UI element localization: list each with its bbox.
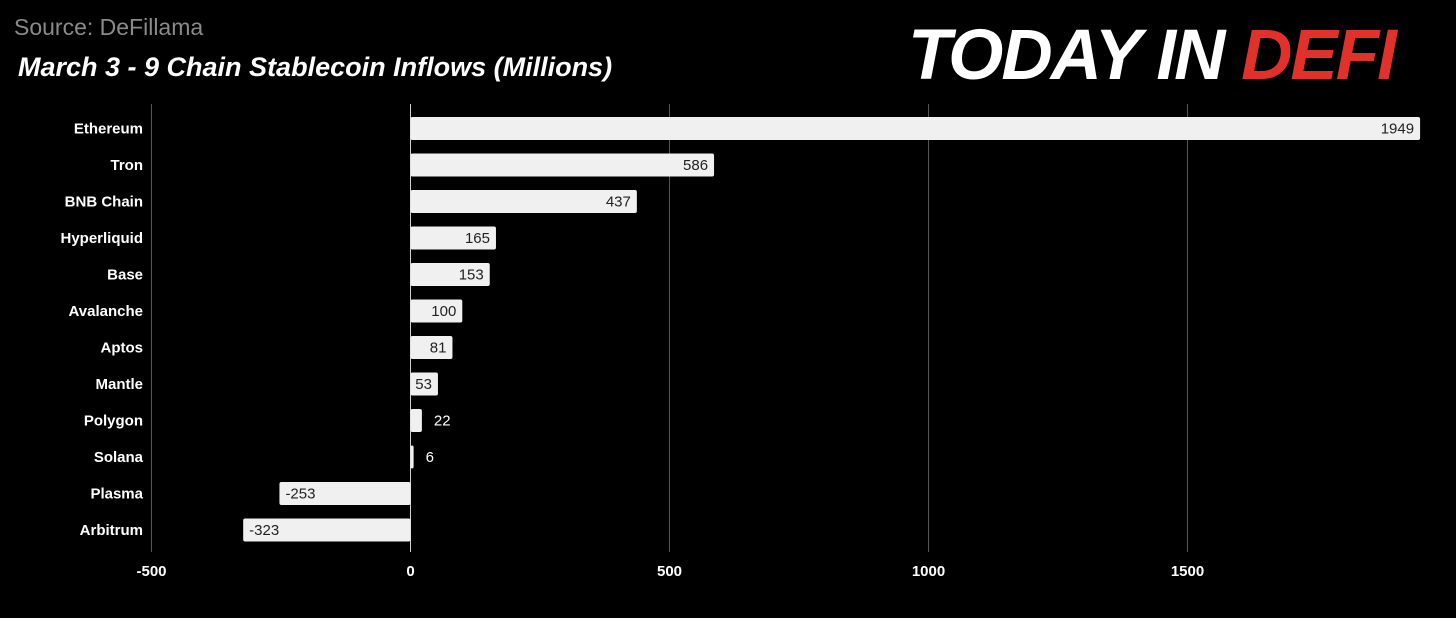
bar-hyperliquid [410, 226, 496, 250]
bar-solana [410, 445, 414, 469]
data-label: 53 [415, 376, 432, 393]
data-label: 586 [683, 157, 708, 174]
bars [243, 117, 1421, 542]
logo-text-red: DEFI [1241, 16, 1397, 95]
today-in-defi-logo: TODAY IN DEFI [908, 16, 1397, 96]
category-label: Aptos [101, 340, 144, 357]
category-label: Mantle [95, 376, 143, 393]
category-label: Solana [94, 449, 144, 466]
category-label: Plasma [90, 486, 143, 503]
bar-polygon [410, 409, 422, 432]
data-label: 437 [606, 194, 631, 211]
x-tick-label: 500 [657, 563, 682, 580]
data-label: 81 [430, 340, 447, 357]
category-label: Avalanche [69, 303, 143, 320]
category-label: Polygon [84, 413, 143, 430]
bar-tron [410, 153, 715, 177]
bar-avalanche [410, 299, 463, 323]
x-tick-label: -500 [136, 563, 166, 580]
data-label: 6 [426, 449, 434, 466]
category-label: Tron [111, 157, 144, 174]
logo-text-white: TODAY IN [908, 16, 1242, 95]
category-label: BNB Chain [65, 194, 143, 211]
bar-bnb-chain [410, 190, 637, 213]
data-label: 153 [459, 267, 484, 284]
chart-title: March 3 - 9 Chain Stablecoin Inflows (Mi… [18, 52, 613, 82]
source-label: Source: DeFillama [14, 14, 204, 40]
bar-aptos [410, 336, 453, 359]
grid-lines [151, 104, 1188, 552]
x-tick-label: 0 [406, 563, 414, 580]
data-label: 22 [434, 413, 451, 430]
x-tick-label: 1500 [1171, 563, 1204, 580]
bar-ethereum [410, 117, 1421, 140]
bar-base [410, 263, 490, 286]
category-label: Base [107, 267, 143, 284]
data-label: 165 [465, 230, 490, 247]
x-tick-label: 1000 [912, 563, 945, 580]
category-label: Ethereum [74, 121, 143, 138]
category-label: Hyperliquid [60, 230, 143, 247]
bar-plasma [279, 482, 411, 505]
data-label: -323 [249, 522, 279, 539]
data-label: -253 [285, 486, 315, 503]
bar-mantle [410, 372, 438, 396]
data-label: 1949 [1381, 121, 1414, 138]
bar-arbitrum [243, 518, 411, 542]
labels: -500 0 500 1000 1500 Ethereum 1949 Tron 586 BNB C… [60, 121, 1414, 581]
category-label: Arbitrum [80, 522, 143, 539]
data-label: 100 [431, 303, 456, 320]
